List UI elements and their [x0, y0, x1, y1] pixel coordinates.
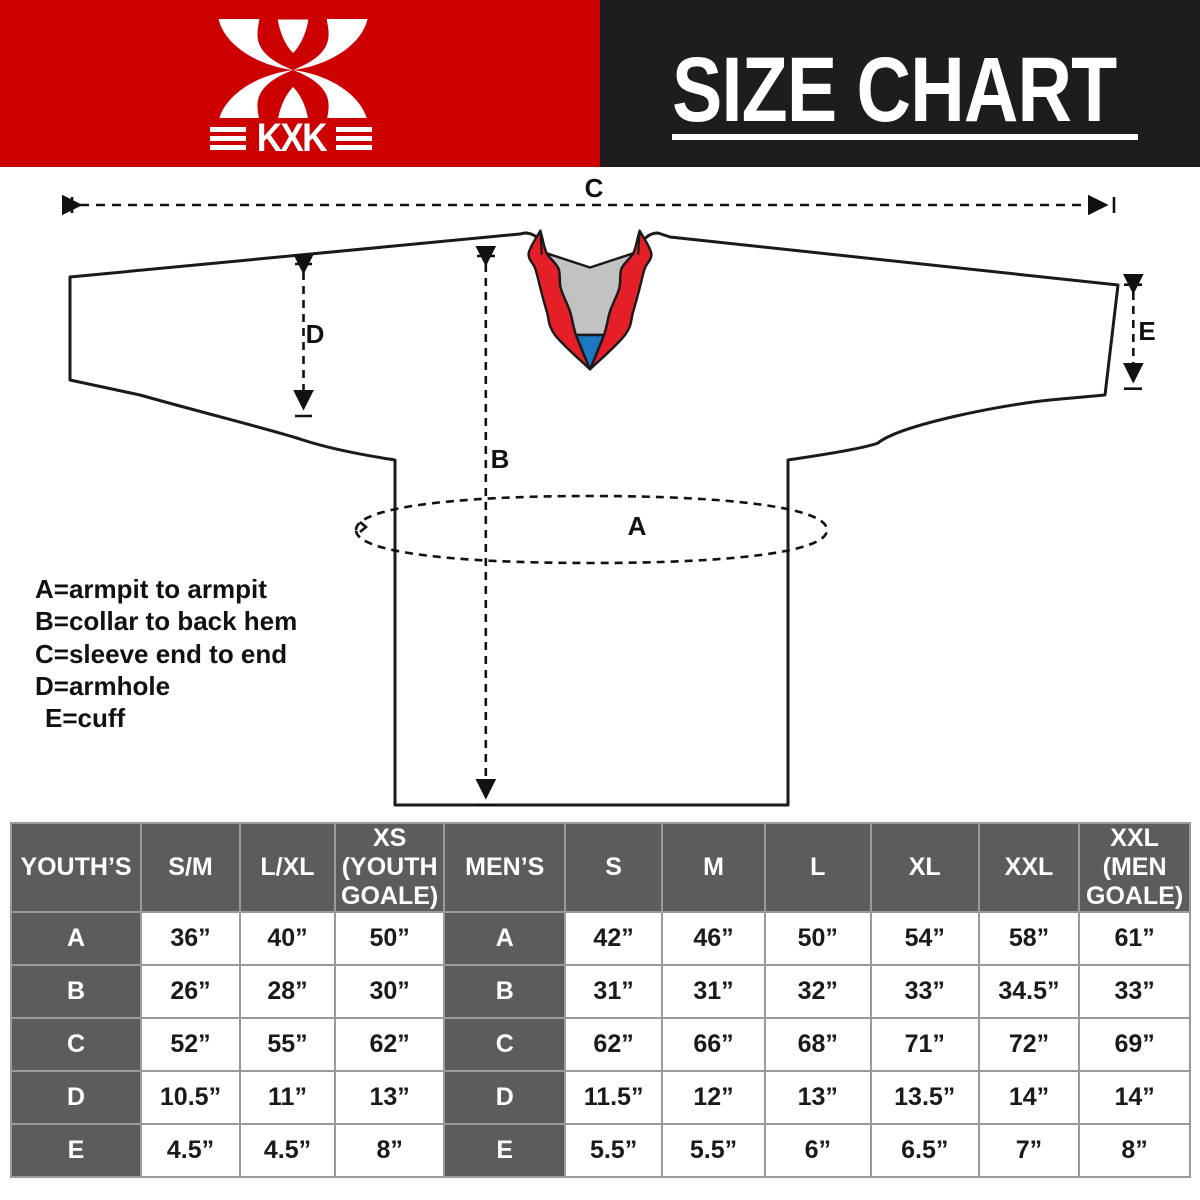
svg-text:D: D: [306, 319, 325, 349]
svg-text:B: B: [491, 444, 510, 474]
svg-text:C: C: [585, 173, 604, 203]
svg-text:E: E: [1138, 316, 1155, 346]
svg-text:A: A: [628, 511, 647, 541]
